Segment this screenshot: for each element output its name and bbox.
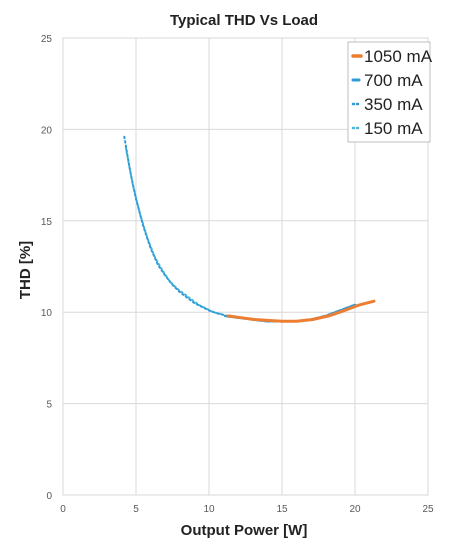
legend-label-1: 1050 mA — [364, 47, 433, 66]
y-tick-label: 20 — [41, 125, 53, 136]
x-tick-label: 10 — [203, 504, 215, 515]
x-tick-label: 0 — [60, 504, 66, 515]
y-tick-label: 0 — [46, 491, 52, 502]
legend-label-2: 700 mA — [364, 71, 423, 90]
y-tick-label: 25 — [41, 34, 53, 45]
x-tick-label: 25 — [422, 504, 434, 515]
legend-label-4: 150 mA — [364, 119, 423, 138]
legend: 1050 mA 700 mA 350 mA 150 mA — [347, 41, 433, 143]
series-layer — [123, 135, 376, 323]
x-tick-label: 20 — [349, 504, 361, 515]
series-line-1 — [226, 299, 376, 323]
y-tick-label: 5 — [46, 400, 52, 411]
axis-layer: 0 5 10 15 20 25 0 5 10 15 20 25 — [41, 34, 434, 515]
series-line-3 — [123, 135, 225, 316]
y-tick-label: 15 — [41, 217, 53, 228]
chart-title: Typical THD Vs Load — [170, 12, 318, 29]
x-tick-label: 15 — [276, 504, 288, 515]
legend-label-3: 350 mA — [364, 95, 423, 114]
grid-layer — [62, 37, 429, 496]
x-tick-label: 5 — [133, 504, 139, 515]
x-axis-label: Output Power [W] — [181, 522, 308, 539]
y-axis-label: THD [%] — [17, 241, 34, 299]
legend-box — [347, 41, 431, 143]
y-tick-label: 10 — [41, 308, 53, 319]
